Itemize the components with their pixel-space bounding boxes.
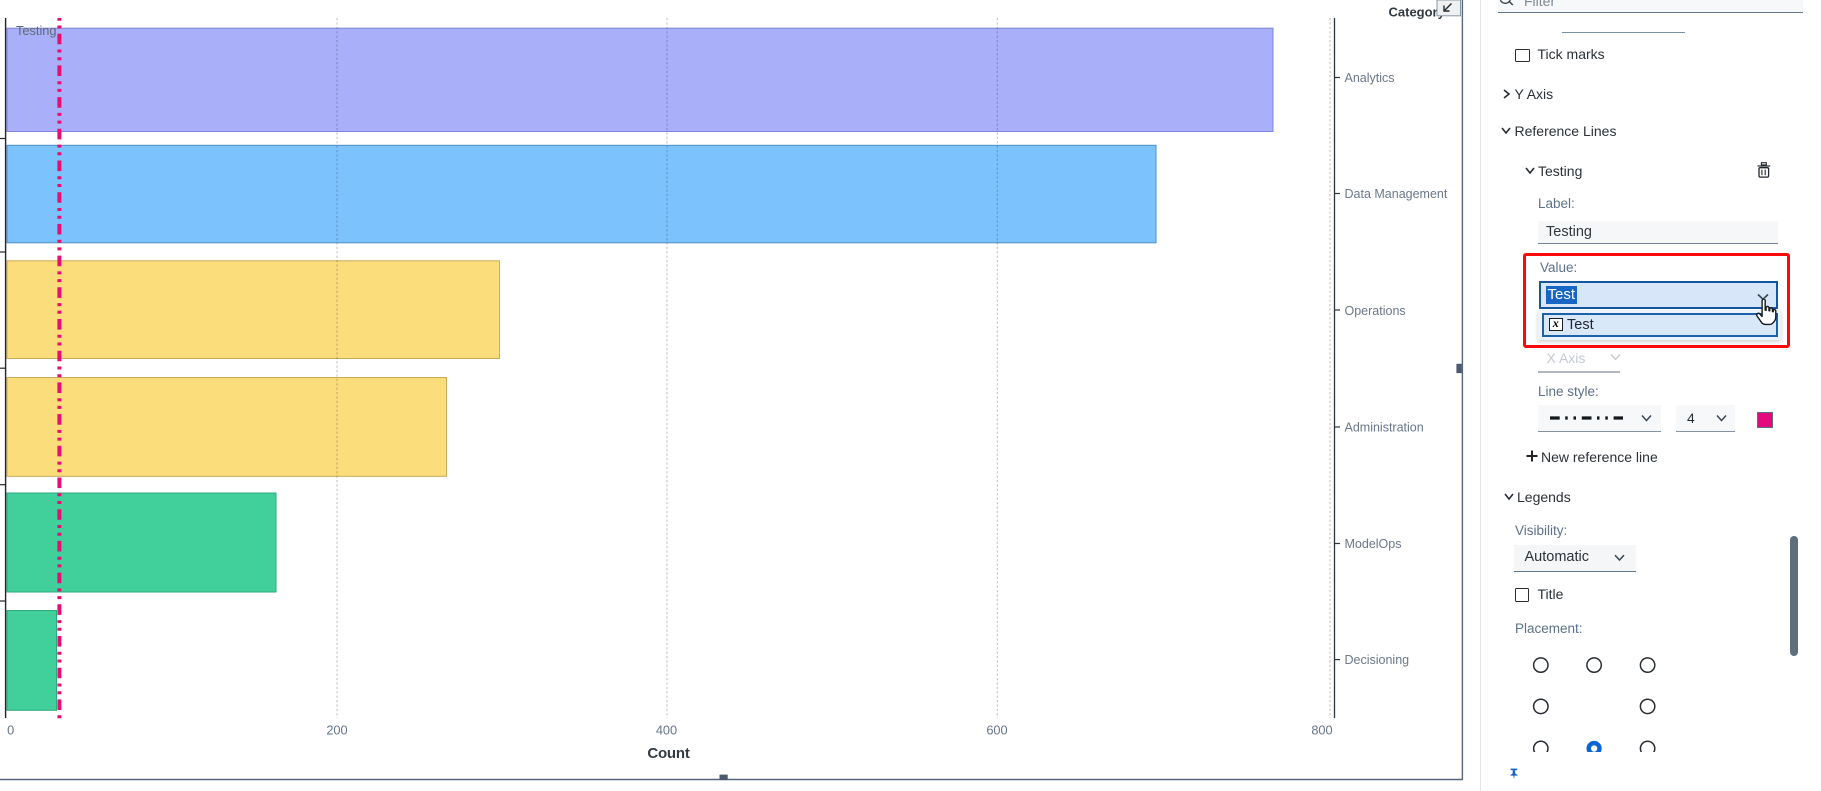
svg-text:600: 600: [986, 723, 1007, 738]
svg-text:Administration: Administration: [1345, 421, 1424, 435]
svg-text:400: 400: [656, 723, 677, 738]
svg-text:ModelOps: ModelOps: [1345, 537, 1402, 551]
svg-text:Count: Count: [647, 745, 690, 762]
svg-text:Decisioning: Decisioning: [1345, 653, 1410, 667]
svg-text:Analytics: Analytics: [1345, 71, 1395, 85]
svg-text:800: 800: [1311, 723, 1332, 738]
svg-text:Operations: Operations: [1345, 304, 1406, 318]
svg-text:0: 0: [7, 723, 14, 738]
svg-text:Data Management: Data Management: [1345, 187, 1448, 201]
svg-text:Category: Category: [1389, 5, 1446, 20]
svg-text:Testing: Testing: [16, 23, 57, 38]
svg-text:200: 200: [326, 723, 347, 738]
